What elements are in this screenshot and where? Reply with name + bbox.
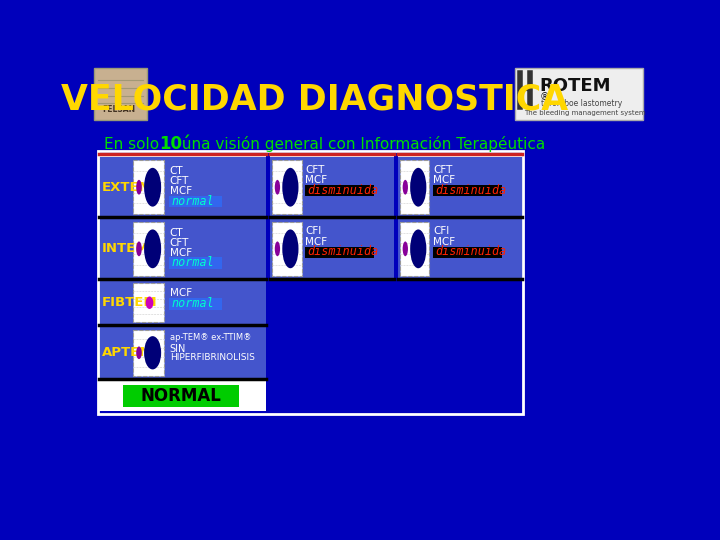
Bar: [433, 247, 503, 258]
Text: ®: ®: [539, 92, 549, 102]
Bar: [99, 327, 266, 379]
Text: NORMAL: NORMAL: [140, 387, 221, 405]
Bar: [169, 298, 222, 309]
Bar: [305, 185, 374, 197]
Ellipse shape: [282, 230, 299, 268]
Ellipse shape: [145, 296, 153, 309]
Bar: [397, 157, 522, 217]
Ellipse shape: [144, 336, 161, 369]
Bar: [400, 222, 429, 276]
Text: HIPERFIBRINOLISIS: HIPERFIBRINOLISIS: [170, 353, 255, 362]
Bar: [98, 151, 523, 414]
Text: CFT: CFT: [305, 165, 325, 175]
Text: CT: CT: [170, 228, 184, 238]
Text: EXTEM: EXTEM: [102, 181, 153, 194]
Ellipse shape: [410, 230, 426, 268]
Text: una visión general con Información Terapéutica: una visión general con Información Terap…: [177, 136, 545, 152]
Text: disminuida: disminuida: [435, 245, 506, 259]
Text: ap-TEM® ex-TTIM®: ap-TEM® ex-TTIM®: [170, 333, 251, 342]
Bar: [133, 330, 164, 376]
Bar: [169, 257, 222, 269]
Text: normal: normal: [171, 297, 214, 310]
Bar: [94, 68, 147, 120]
Bar: [433, 185, 503, 197]
Text: FIBTEM: FIBTEM: [102, 296, 157, 309]
Text: VELOCIDAD DIAGNOSTICA: VELOCIDAD DIAGNOSTICA: [61, 83, 568, 117]
Text: CFT: CFT: [433, 165, 453, 175]
Bar: [99, 157, 266, 217]
Ellipse shape: [275, 180, 280, 194]
Text: MCF: MCF: [305, 175, 328, 185]
Text: APTEM: APTEM: [102, 346, 153, 359]
Text: MCF: MCF: [170, 248, 192, 258]
Text: En solo: En solo: [104, 137, 164, 152]
Bar: [397, 219, 522, 279]
Text: disminuida: disminuida: [435, 184, 506, 197]
Bar: [122, 385, 239, 407]
Ellipse shape: [136, 180, 142, 194]
Text: MCF: MCF: [433, 237, 456, 246]
Bar: [515, 68, 642, 120]
Bar: [99, 153, 266, 157]
Ellipse shape: [136, 241, 142, 256]
Ellipse shape: [144, 230, 161, 268]
Text: disminuida: disminuida: [307, 184, 378, 197]
Text: CFT: CFT: [170, 177, 189, 186]
Bar: [400, 160, 429, 214]
Bar: [272, 160, 302, 214]
Ellipse shape: [275, 241, 280, 256]
Text: CT: CT: [170, 166, 184, 177]
Bar: [99, 219, 266, 279]
Ellipse shape: [402, 241, 408, 256]
Bar: [270, 153, 394, 157]
Text: MCF: MCF: [170, 288, 192, 298]
Text: MCF: MCF: [170, 186, 192, 197]
Text: MCF: MCF: [433, 175, 456, 185]
Text: FELSAN: FELSAN: [102, 105, 135, 114]
Text: MCF: MCF: [305, 237, 328, 246]
Ellipse shape: [282, 168, 299, 207]
Ellipse shape: [410, 168, 426, 207]
Bar: [133, 284, 164, 322]
Text: 10´: 10´: [159, 135, 190, 153]
Bar: [99, 280, 266, 325]
Text: CFT: CFT: [170, 238, 189, 248]
Text: SIN: SIN: [170, 343, 186, 354]
Text: normal: normal: [171, 194, 214, 207]
Text: CFI: CFI: [433, 226, 449, 237]
Bar: [272, 222, 302, 276]
Bar: [133, 160, 164, 214]
Text: ROTEM: ROTEM: [539, 77, 611, 96]
Bar: [270, 219, 394, 279]
Text: thromboe lastometry: thromboe lastometry: [541, 99, 622, 108]
Text: disminuida: disminuida: [307, 245, 378, 259]
Ellipse shape: [402, 180, 408, 194]
Bar: [270, 157, 394, 217]
Bar: [133, 222, 164, 276]
Bar: [99, 379, 266, 411]
Ellipse shape: [136, 347, 142, 359]
Text: The bleeding management system: The bleeding management system: [524, 110, 646, 116]
Bar: [305, 247, 374, 258]
Bar: [397, 153, 522, 157]
Text: normal: normal: [171, 256, 214, 269]
Ellipse shape: [144, 168, 161, 207]
Bar: [169, 195, 222, 207]
Text: INTEM: INTEM: [102, 242, 149, 255]
Text: CFI: CFI: [305, 226, 322, 237]
